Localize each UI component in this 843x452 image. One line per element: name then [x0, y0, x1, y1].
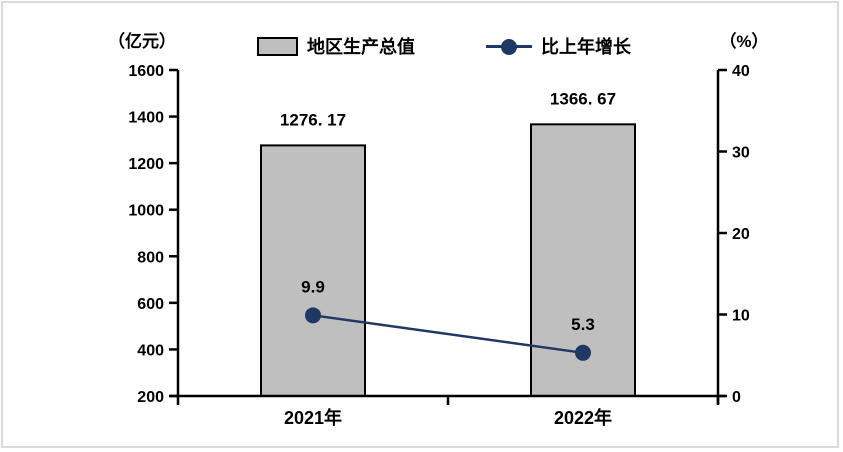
growth-line — [312, 314, 584, 355]
category-label: 2022年 — [554, 407, 612, 428]
line-value-label: 9.9 — [301, 277, 325, 296]
right-axis-title: （%） — [719, 32, 769, 51]
growth-point-2022年 — [575, 344, 591, 361]
left-axis-tick-label: 1200 — [128, 156, 164, 173]
right-axis-tick-label: 10 — [732, 308, 750, 325]
left-axis-tick-label: 400 — [137, 342, 164, 359]
bar-value-label: 1276. 17 — [280, 110, 346, 129]
right-axis-tick-label: 30 — [732, 145, 750, 162]
category-label: 2021年 — [284, 407, 342, 428]
right-axis-tick-label: 20 — [732, 226, 750, 243]
left-axis-tick-label: 1400 — [128, 110, 164, 127]
growth-point-2021年 — [305, 307, 321, 324]
left-axis-tick-label: 600 — [137, 296, 164, 313]
line-marker-dot — [501, 38, 517, 55]
line-marker-icon — [486, 38, 532, 55]
bar-2021年 — [260, 144, 366, 397]
legend-label-line: 比上年增长 — [541, 37, 631, 57]
line-value-label: 5.3 — [571, 315, 595, 334]
bar-swatch-icon — [257, 36, 298, 56]
right-axis-tick-label: 40 — [732, 63, 750, 80]
legend-item-bar: 地区生产总值 — [257, 35, 415, 57]
left-axis-tick-label: 1600 — [128, 63, 164, 80]
right-axis-tick-label: 0 — [732, 389, 741, 406]
legend-item-line: 比上年增长 — [486, 35, 631, 57]
left-axis-tick-label: 1000 — [128, 203, 164, 220]
left-axis-tick-label: 800 — [137, 249, 164, 266]
legend-label-bar: 地区生产总值 — [307, 37, 415, 57]
bar-value-label: 1366. 67 — [550, 89, 616, 108]
left-axis-tick-label: 200 — [137, 389, 164, 406]
left-axis-title: （亿元） — [108, 32, 176, 51]
